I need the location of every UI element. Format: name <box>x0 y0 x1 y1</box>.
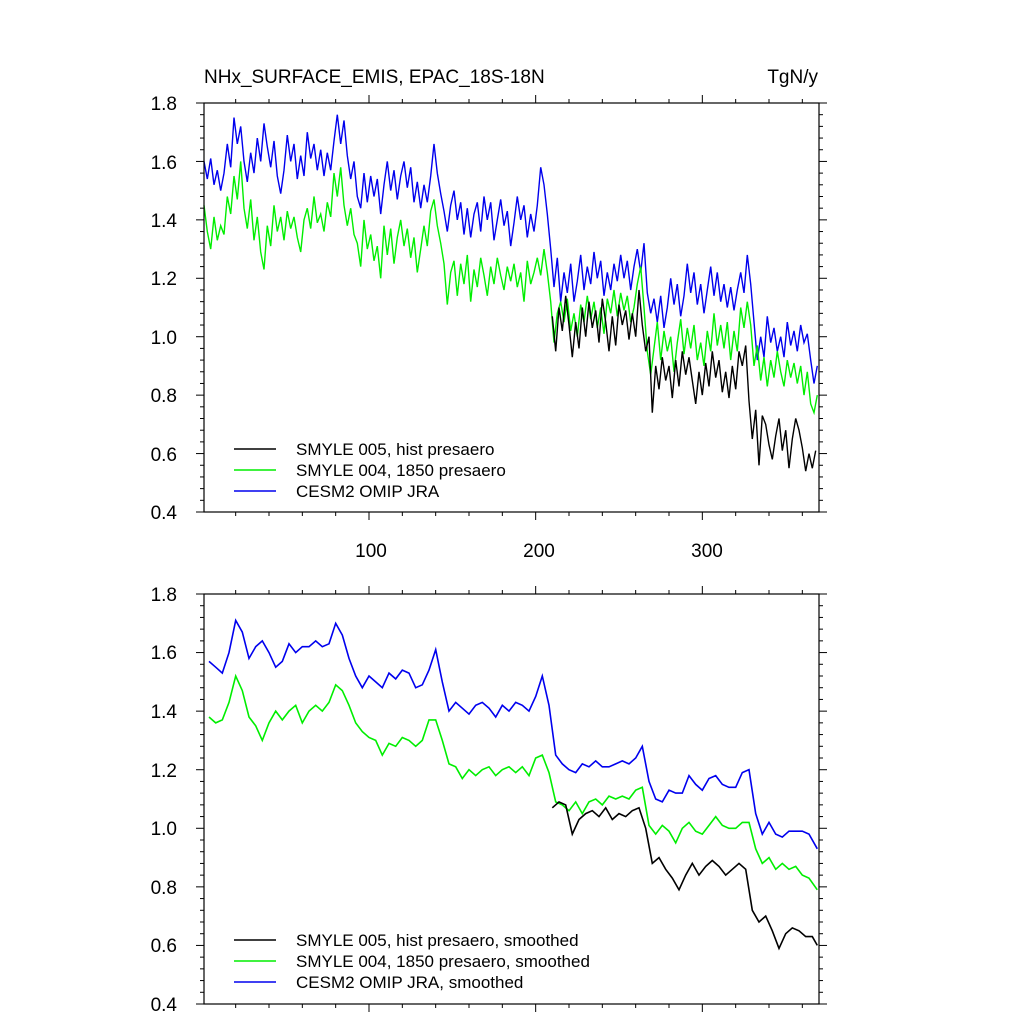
plot-frame <box>203 102 820 513</box>
ticks-layer <box>196 586 827 1012</box>
x-tick-label: 100 <box>355 541 387 562</box>
series-layer <box>203 114 818 472</box>
series-line-hist <box>551 289 817 472</box>
x-tick-label: 200 <box>523 541 555 562</box>
y-tick-label: 1.6 <box>151 153 177 174</box>
y-tick-label: 1.8 <box>151 94 177 115</box>
y-tick-label: 0.4 <box>151 503 178 524</box>
y-tick-label: 1.0 <box>151 819 177 840</box>
legend-label-1850-smoothed: SMYLE 004, 1850 presaero, smoothed <box>296 952 590 971</box>
y-tick-label: 1.0 <box>151 328 177 349</box>
series-line-1850-smoothed <box>208 673 818 891</box>
y-tick-label: 1.8 <box>151 585 177 606</box>
x-tick-labels: 100 200 300 <box>355 541 723 562</box>
y-tick-labels: 0.4 0.6 0.8 1.0 1.2 1.4 1.6 1.8 <box>151 585 178 1016</box>
series-line-omip <box>203 114 818 384</box>
series-line-1850 <box>203 161 818 416</box>
chart-title: NHx_SURFACE_EMIS, EPAC_18S-18N <box>204 67 545 88</box>
legend: SMYLE 005, hist presaero, smoothed SMYLE… <box>234 931 590 992</box>
y-tick-label: 1.2 <box>151 269 177 290</box>
legend-label-hist: SMYLE 005, hist presaero <box>296 440 494 459</box>
legend-label-omip-smoothed: CESM2 OMIP JRA, smoothed <box>296 973 523 992</box>
x-tick-label: 300 <box>691 541 723 562</box>
y-tick-label: 0.6 <box>151 936 177 957</box>
y-tick-label: 0.6 <box>151 445 177 466</box>
plot-frame <box>203 593 820 1005</box>
series-line-hist-smoothed <box>551 800 818 951</box>
legend-label-omip: CESM2 OMIP JRA <box>296 482 440 501</box>
y-tick-label: 1.2 <box>151 761 177 782</box>
bottom-panel: 0.4 0.6 0.8 1.0 1.2 1.4 1.6 1.8 SMYLE 00… <box>151 585 827 1016</box>
y-tick-label: 0.4 <box>151 995 178 1016</box>
legend: SMYLE 005, hist presaero SMYLE 004, 1850… <box>234 440 506 501</box>
y-tick-label: 0.8 <box>151 878 177 899</box>
top-panel: NHx_SURFACE_EMIS, EPAC_18S-18N TgN/y 0.4… <box>151 67 827 562</box>
y-tick-label: 1.4 <box>151 702 178 723</box>
y-tick-label: 1.6 <box>151 643 177 664</box>
legend-label-hist-smoothed: SMYLE 005, hist presaero, smoothed <box>296 931 579 950</box>
series-layer <box>208 618 818 951</box>
y-tick-label: 0.8 <box>151 386 177 407</box>
y-tick-label: 1.4 <box>151 211 178 232</box>
ticks-layer <box>196 95 827 520</box>
series-line-omip-smoothed <box>208 618 818 850</box>
units-label: TgN/y <box>767 67 818 88</box>
y-tick-labels: 0.4 0.6 0.8 1.0 1.2 1.4 1.6 1.8 <box>151 94 178 524</box>
legend-label-1850: SMYLE 004, 1850 presaero <box>296 461 506 480</box>
